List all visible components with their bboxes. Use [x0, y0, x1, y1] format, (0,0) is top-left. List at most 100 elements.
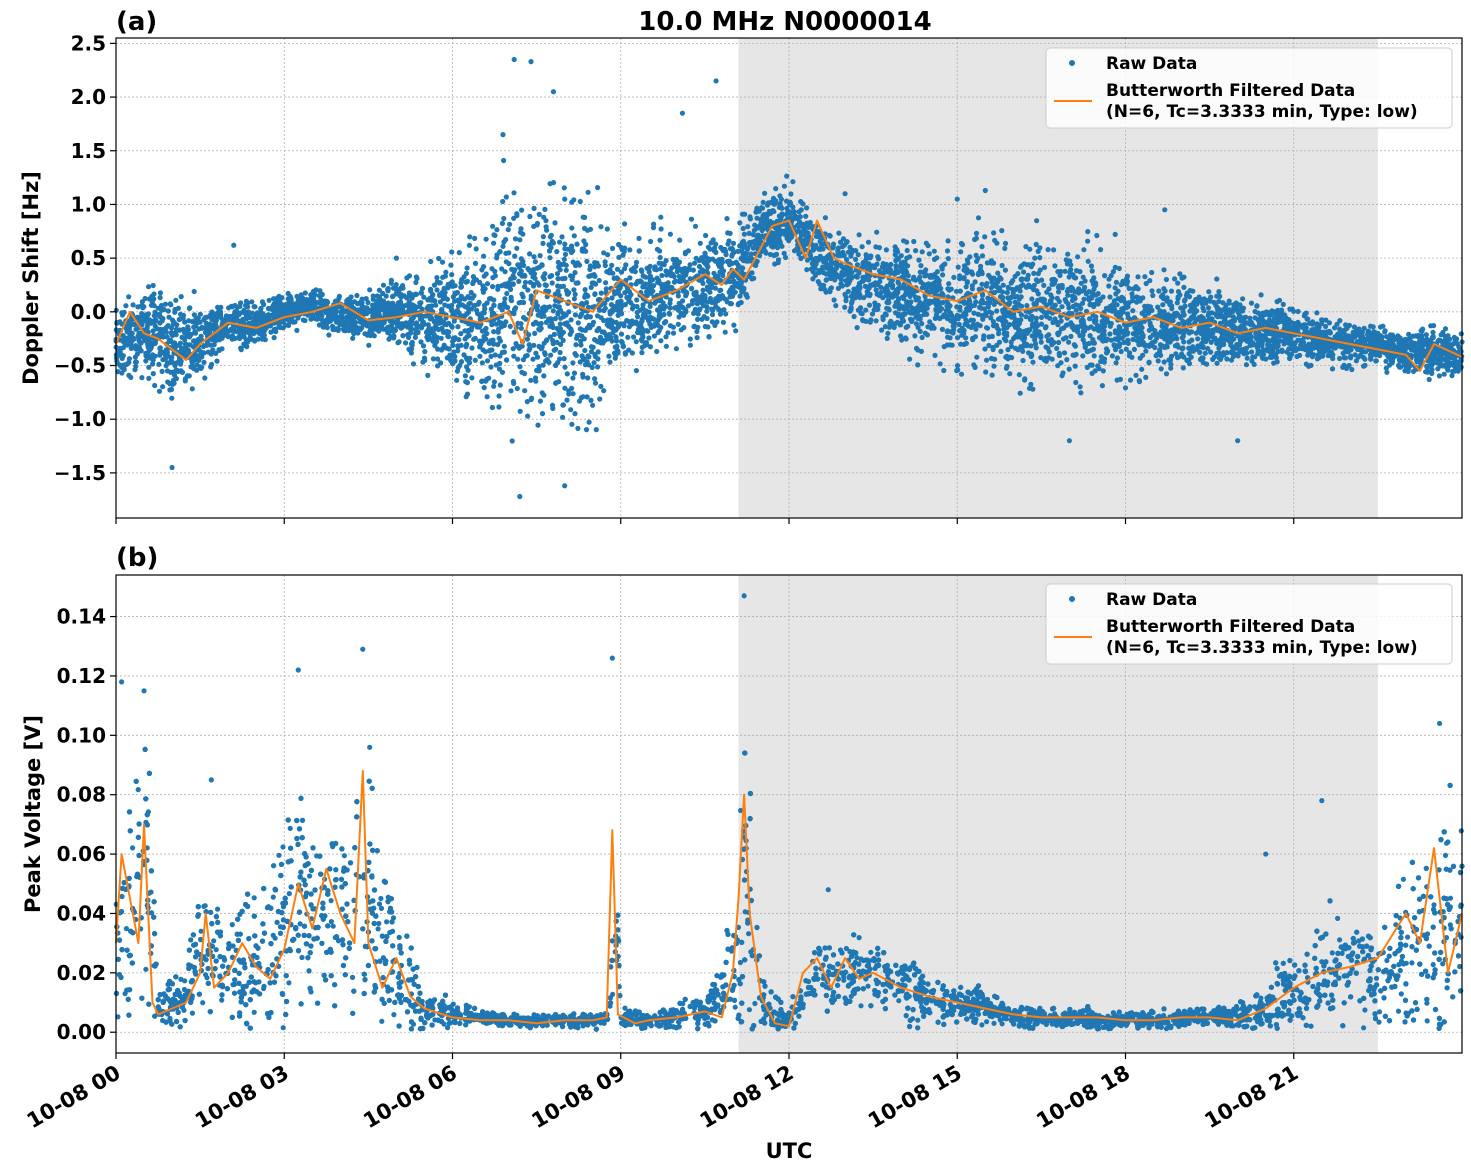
raw-data-point [947, 303, 953, 309]
raw-data-point [874, 281, 881, 288]
raw-data-point [598, 224, 604, 230]
raw-data-point [175, 368, 181, 374]
raw-data-point [507, 221, 513, 227]
raw-data-point [194, 362, 200, 368]
raw-data-point [449, 324, 455, 330]
raw-data-point [1175, 289, 1182, 295]
raw-data-point [945, 334, 951, 340]
raw-data-point [164, 334, 170, 340]
raw-data-point [1143, 374, 1149, 380]
raw-data-point [912, 333, 918, 339]
raw-data-point [156, 388, 163, 394]
raw-data-point [446, 346, 452, 352]
raw-data-point [651, 221, 657, 227]
raw-data-point [152, 382, 158, 389]
raw-data-point [535, 422, 541, 428]
raw-data-point [951, 274, 957, 280]
raw-data-point [675, 321, 681, 327]
raw-data-point [496, 393, 502, 399]
raw-data-point [678, 327, 684, 333]
raw-data-point [540, 240, 546, 246]
raw-data-point [1056, 330, 1062, 336]
raw-data-point [336, 296, 342, 302]
raw-data-point [587, 226, 594, 232]
raw-data-point [963, 284, 969, 290]
raw-data-point [589, 322, 596, 328]
raw-data-point [974, 354, 980, 360]
raw-data-point [553, 362, 559, 369]
raw-data-point [1093, 292, 1099, 298]
raw-data-point [1075, 254, 1081, 260]
raw-data-point [1174, 336, 1180, 342]
raw-data-point [276, 293, 282, 299]
raw-data-point [1163, 276, 1169, 283]
raw-data-point [466, 301, 472, 307]
raw-data-point [571, 287, 577, 293]
raw-data-point [501, 157, 507, 164]
raw-data-point [1064, 357, 1070, 363]
raw-data-point [1028, 343, 1034, 349]
raw-data-point [983, 369, 989, 375]
raw-data-point [576, 398, 583, 404]
raw-data-point [547, 234, 554, 240]
raw-data-point [486, 340, 492, 346]
raw-data-point [400, 333, 406, 339]
raw-data-point [409, 339, 415, 345]
raw-data-point [858, 310, 864, 316]
raw-data-point [169, 395, 175, 401]
raw-data-point [581, 336, 587, 342]
raw-data-point [586, 354, 592, 360]
raw-data-point [1429, 367, 1435, 373]
raw-data-point [627, 247, 633, 253]
raw-data-point [1055, 269, 1061, 275]
raw-data-point [978, 263, 984, 269]
raw-data-point [585, 375, 591, 381]
raw-data-point [1106, 283, 1112, 289]
raw-data-point [1142, 274, 1148, 280]
raw-data-point [578, 342, 584, 348]
raw-data-point [547, 274, 553, 280]
raw-data-point [982, 346, 988, 352]
raw-data-point [539, 390, 545, 396]
raw-data-point [488, 296, 494, 302]
raw-data-point [1024, 303, 1030, 309]
raw-data-point [1038, 355, 1044, 361]
raw-data-point [998, 348, 1004, 354]
raw-data-point [1208, 349, 1214, 355]
raw-data-point [869, 311, 876, 317]
raw-data-point [1214, 360, 1220, 366]
raw-data-point [410, 361, 417, 367]
raw-data-point [481, 273, 487, 279]
raw-data-point [815, 279, 821, 285]
raw-data-point [489, 404, 495, 411]
raw-data-point [1082, 343, 1088, 349]
raw-data-point [1395, 362, 1402, 368]
raw-data-point [358, 299, 364, 305]
raw-data-point [1077, 269, 1083, 275]
raw-data-point [550, 308, 556, 314]
raw-data-point [162, 301, 169, 307]
raw-data-point [517, 408, 523, 414]
raw-data-point [536, 211, 542, 217]
raw-data-point [572, 270, 578, 276]
raw-data-point [150, 282, 156, 289]
raw-data-point [1200, 360, 1206, 366]
raw-data-point [456, 337, 462, 343]
raw-data-point [391, 333, 397, 339]
raw-data-point [561, 356, 567, 362]
raw-data-point [492, 232, 498, 238]
raw-data-point [1122, 385, 1129, 391]
raw-data-point [208, 312, 214, 318]
raw-data-point [883, 312, 889, 318]
raw-data-point [400, 285, 406, 291]
raw-data-point [1077, 384, 1083, 390]
raw-data-point [840, 236, 847, 242]
raw-data-point [633, 339, 639, 345]
raw-data-point [658, 324, 664, 331]
raw-data-point [1033, 277, 1039, 283]
raw-data-point [1098, 325, 1104, 332]
raw-data-point [1055, 322, 1061, 328]
raw-data-point [436, 255, 442, 262]
raw-data-point [700, 287, 706, 293]
raw-data-point [592, 380, 599, 386]
